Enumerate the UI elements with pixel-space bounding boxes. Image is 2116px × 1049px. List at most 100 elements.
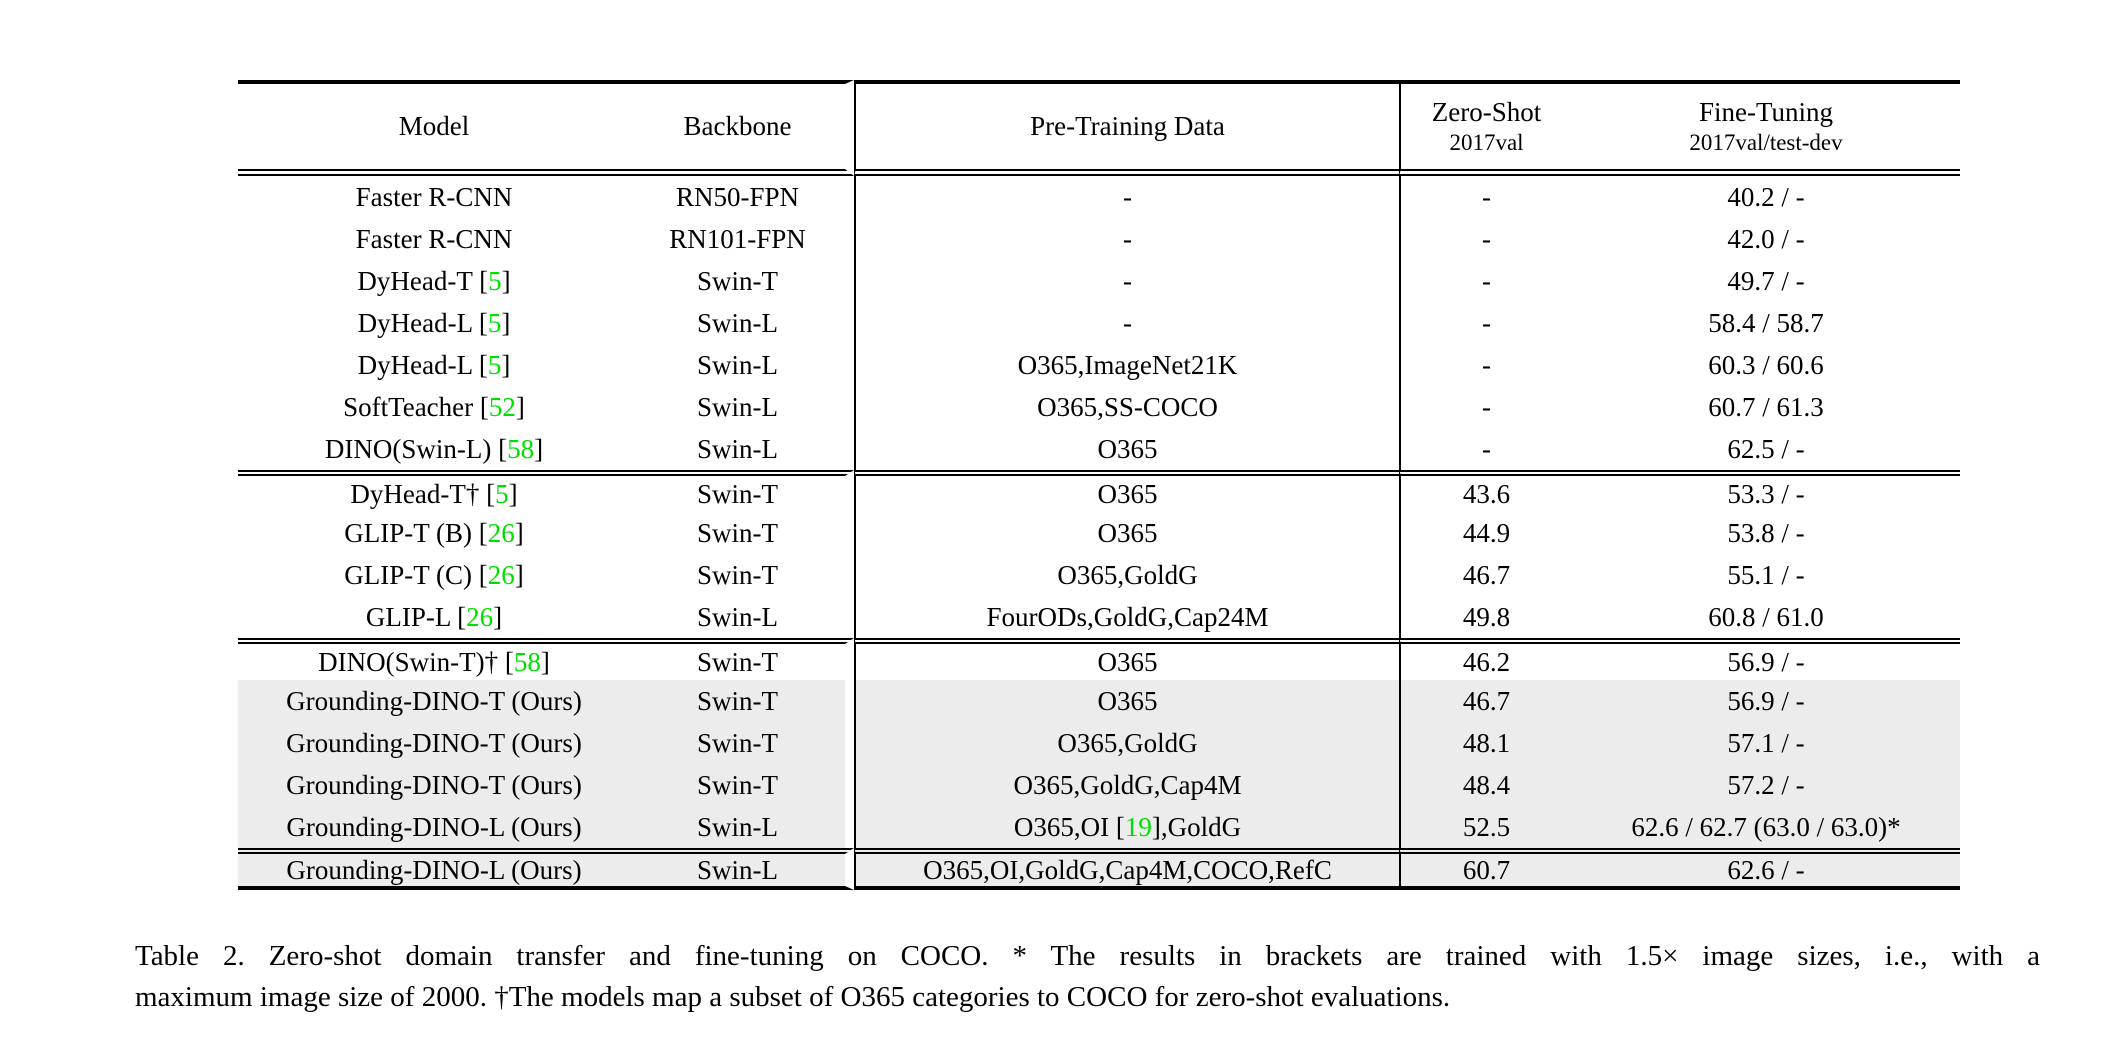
cell-pretrain: O365 [854,470,1399,512]
cell-pretrain: O365,GoldG,Cap4M [854,764,1399,806]
citation-link[interactable]: 52 [488,391,516,422]
cell-finetune: 56.9 / - [1572,680,1960,722]
header-pretrain: Pre-Training Data [854,80,1399,176]
cell-backbone: Swin-T [630,260,854,302]
cell-zeroshot: 60.7 [1399,848,1572,890]
caption-line-2: maximum image size of 2000. †The models … [135,981,1451,1013]
citation-link[interactable]: 26 [487,559,515,590]
cell-zeroshot: - [1399,260,1572,302]
citation-link[interactable]: 26 [487,517,515,548]
cell-pretrain: - [854,176,1399,218]
cell-backbone: RN101-FPN [630,218,854,260]
table-row: GLIP-T (C) [26] Swin-T O365,GoldG 46.7 55.1 … [238,554,1960,596]
cell-model: GLIP-T (B) [26] [344,517,524,548]
table-section-1: Faster R-CNN RN50-FPN - -40.2 / - Faster R-C… [238,176,1960,470]
cell-pretrain: O365,GoldG [854,722,1399,764]
citation-link[interactable]: 26 [466,601,494,632]
table-row: Grounding-DINO-T (Ours) Swin-T O365 46.7 56.… [238,680,1960,722]
cell-model: SoftTeacher [52] [343,391,525,422]
cell-pretrain: O365,GoldG [854,554,1399,596]
citation-link[interactable]: 5 [495,478,509,509]
header-model: Model [238,80,630,176]
cell-pretrain: O365,OI,GoldG,Cap4M,COCO,RefC [854,848,1399,890]
header-pretrain-label: Pre-Training Data [1030,111,1225,142]
table-row: Grounding-DINO-L (Ours) Swin-L O365,OI,Gol… [238,848,1960,890]
cell-pretrain: - [854,302,1399,344]
cell-zeroshot: 46.2 [1399,638,1572,680]
footnote-star: * [1887,811,1901,842]
cell-finetune: 60.8 / 61.0 [1708,601,1824,632]
table-row: DyHead-T [5] Swin-T - -49.7 / - [238,260,1960,302]
table-section-2: DyHead-T† [5] Swin-T O365 43.6 53.3 / - GLIP-… [238,470,1960,638]
citation-link[interactable]: 5 [487,349,502,380]
cell-backbone: Swin-T [630,470,854,512]
cell-backbone: Swin-L [630,302,854,344]
citation-link[interactable]: 5 [487,307,502,338]
cell-model: DINO(Swin-T)† [58] [238,638,630,680]
cell-model: DINO(Swin-L) [58] [324,433,544,464]
table-row: Grounding-DINO-T (Ours) Swin-T O365,GoldG 4… [238,722,1960,764]
cell-zeroshot: - [1399,428,1572,470]
table-row: GLIP-T (B) [26] Swin-T O365 44.9 53.8 / - [238,512,1960,554]
cell-backbone: RN50-FPN [630,176,854,218]
cell-finetune: 62.6 / 62.7 (63.0 / 63.0)* [1572,806,1960,848]
cell-model: Grounding-DINO-T (Ours) [238,680,630,722]
cell-model: Faster R-CNN [355,181,513,212]
cell-model: Faster R-CNN [355,223,513,254]
cell-pretrain: - [854,218,1399,260]
header-model-label: Model [398,111,470,142]
cell-zeroshot: 48.1 [1399,722,1572,764]
cell-zeroshot: - [1399,344,1572,386]
table-row: Faster R-CNN RN50-FPN - -40.2 / - [238,176,1960,218]
cell-backbone: Swin-L [630,386,854,428]
cell-model: DyHead-L [5] [357,349,511,380]
cell-finetune: 42.0 / - [1727,223,1805,254]
cell-finetune: 58.4 / 58.7 [1708,307,1824,338]
table-header: Model Backbone Pre-Training Data Zero-Sh… [238,80,1960,176]
table-row: Grounding-DINO-L (Ours) Swin-L O365,OI [19… [238,806,1960,848]
cell-zeroshot: 46.7 [1399,554,1572,596]
cell-zeroshot: - [1399,386,1572,428]
header-row: Model Backbone Pre-Training Data Zero-Sh… [238,80,1960,176]
cell-pretrain: O365 [854,638,1399,680]
table-row: DyHead-T† [5] Swin-T O365 43.6 53.3 / - [238,470,1960,512]
cell-pretrain: O365,SS-COCO [854,386,1399,428]
caption-line-1: Table 2. Zero-shot domain transfer and f… [135,940,2040,972]
cell-zeroshot: - [1399,218,1572,260]
cell-zeroshot: 49.8 [1399,596,1572,638]
cell-backbone: Swin-T [630,680,854,722]
header-backbone: Backbone [630,80,854,176]
cell-finetune: 62.5 / - [1727,433,1805,464]
table-row: DyHead-L [5] Swin-L - -58.4 / 58.7 [238,302,1960,344]
cell-finetune: 55.1 / - [1727,559,1805,590]
header-finetune-sublabel: 2017val/test-dev [1689,130,1843,156]
cell-pretrain: O365 [854,428,1399,470]
cell-finetune: 60.7 / 61.3 [1708,391,1824,422]
cell-model: GLIP-L [26] [365,601,503,632]
cell-model: DyHead-T [5] [357,265,511,296]
cell-finetune: 60.3 / 60.6 [1708,349,1824,380]
cell-pretrain: O365 [854,680,1399,722]
header-backbone-label: Backbone [683,111,792,142]
cell-zeroshot: 46.7 [1399,680,1572,722]
header-zeroshot-sublabel: 2017val [1449,130,1524,156]
cell-backbone: Swin-T [630,722,854,764]
cell-model: Grounding-DINO-L (Ours) [238,806,630,848]
cell-backbone: Swin-L [630,806,854,848]
cell-zeroshot: 48.4 [1399,764,1572,806]
citation-link[interactable]: 58 [513,646,541,677]
cell-zeroshot: 52.5 [1399,806,1572,848]
cell-model: Grounding-DINO-T (Ours) [238,764,630,806]
cell-backbone: Swin-T [630,638,854,680]
cell-pretrain: FourODs,GoldG,Cap24M [854,596,1399,638]
cell-finetune: 56.9 / - [1572,638,1960,680]
cell-model: Grounding-DINO-L (Ours) [238,848,630,890]
cell-pretrain: O365,OI [19],GoldG [854,806,1399,848]
cell-backbone: Swin-L [630,344,854,386]
table-row: DyHead-L [5] Swin-L O365,ImageNet21K - 60.3 … [238,344,1960,386]
citation-link[interactable]: 58 [507,433,535,464]
citation-link[interactable]: 19 [1124,811,1152,842]
cell-model: DyHead-T† [5] [238,470,630,512]
citation-link[interactable]: 5 [488,265,502,296]
